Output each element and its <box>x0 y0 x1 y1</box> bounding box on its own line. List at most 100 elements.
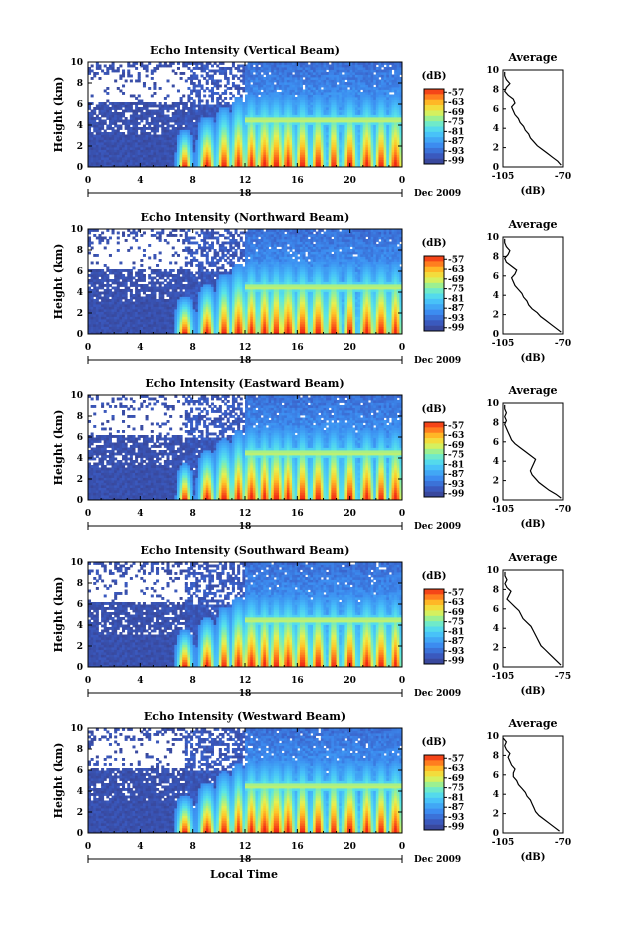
profile-x-tick-label: -75 <box>555 672 571 682</box>
colorbar: (dB)-57-63-69-75-81-87-93-99 <box>422 404 465 500</box>
day-label: 18 <box>239 356 252 366</box>
profile-y-tick-label: 2 <box>493 810 499 820</box>
profile-line <box>503 738 560 831</box>
profile-y-tick-label: 8 <box>493 252 499 262</box>
colorbar-tick-label: -87 <box>448 637 464 647</box>
y-tick-label: 4 <box>77 288 83 298</box>
profile-y-tick-label: 6 <box>493 105 499 115</box>
date-line: 18 Dec 2009 <box>88 189 461 199</box>
colorbar-tick-label: -99 <box>448 157 464 167</box>
x-tick-label: 4 <box>137 676 143 686</box>
profile-x-label: (dB) <box>521 186 546 197</box>
local-time-xlabel: Local Time <box>210 868 278 881</box>
y-tick-label: 10 <box>70 58 83 68</box>
profile-y-tick-label: 4 <box>493 291 499 301</box>
x-tick-label: 4 <box>137 176 143 186</box>
y-axis-label: Height (km) <box>52 244 65 320</box>
panel-1: Echo Intensity (Vertical Beam)0 4 8 12 16 20 0… <box>52 44 571 199</box>
x-tick-label: 12 <box>239 842 252 852</box>
colorbar-tick-label: -99 <box>448 657 464 667</box>
y-tick-label: 6 <box>77 100 83 110</box>
profile-y-tick-label: 2 <box>493 477 499 487</box>
colorbar-tick-label: -57 <box>448 754 464 764</box>
colorbar-tick-label: -99 <box>448 823 464 833</box>
profile-y-tick-label: 6 <box>493 771 499 781</box>
profile-y-tick-label: 8 <box>493 85 499 95</box>
profile-y-tick-label: 10 <box>486 233 499 243</box>
x-tick-label: 0 <box>399 676 405 686</box>
profile-y-tick-label: 2 <box>493 644 499 654</box>
profile-title: Average <box>507 384 557 397</box>
x-tick-label: 8 <box>190 842 196 852</box>
profile-line <box>505 72 562 165</box>
panel-2: Echo Intensity (Northward Beam)0 4 8 12 16 20… <box>52 211 571 366</box>
x-tick-label: 16 <box>291 842 304 852</box>
y-tick-label: 8 <box>77 246 83 256</box>
day-label: 18 <box>239 855 252 865</box>
panel-title: Echo Intensity (Westward Beam) <box>144 710 346 723</box>
heatmap-cells <box>88 728 402 833</box>
y-tick-label: 6 <box>77 267 83 277</box>
colorbar-tick-label: -63 <box>448 265 464 275</box>
x-tick-label: 12 <box>239 176 252 186</box>
x-tick-label: 0 <box>85 343 91 353</box>
profile-title: Average <box>507 551 557 564</box>
x-tick-label: 20 <box>343 842 356 852</box>
profile-line <box>505 572 561 665</box>
profile-line <box>505 405 562 498</box>
colorbar-tick-label: -93 <box>448 147 464 157</box>
colorbar-label: (dB) <box>422 737 447 748</box>
colorbar-tick-label: -75 <box>448 451 464 461</box>
profile-title: Average <box>507 51 557 64</box>
colorbar-tick-label: -81 <box>448 460 464 470</box>
y-tick-label: 8 <box>77 579 83 589</box>
x-tick-label: 12 <box>239 676 252 686</box>
colorbar-tick-label: -69 <box>448 108 464 118</box>
y-tick-label: 0 <box>77 163 83 173</box>
heatmap-cells <box>88 229 402 334</box>
heatmap-cells <box>88 562 402 667</box>
y-tick-label: 2 <box>77 309 83 319</box>
date-label: Dec 2009 <box>414 855 461 865</box>
colorbar-tick-label: -75 <box>448 618 464 628</box>
profile-y-tick-label: 4 <box>493 790 499 800</box>
y-tick-label: 4 <box>77 621 83 631</box>
x-tick-label: 0 <box>85 676 91 686</box>
panel-3: Echo Intensity (Eastward Beam)0 4 8 12 16 20 0… <box>52 377 571 532</box>
colorbar-tick-label: -69 <box>448 441 464 451</box>
profile-frame <box>503 403 563 500</box>
colorbar-tick-label: -93 <box>448 647 464 657</box>
x-tick-label: 8 <box>190 176 196 186</box>
day-label: 18 <box>239 522 252 532</box>
x-tick-label: 16 <box>291 509 304 519</box>
x-tick-label: 0 <box>85 176 91 186</box>
y-axis-label: Height (km) <box>52 77 65 153</box>
colorbar-tick-label: -99 <box>448 490 464 500</box>
profile-y-tick-label: 2 <box>493 144 499 154</box>
profile-x-tick-label: -70 <box>555 505 571 515</box>
profile-x-tick-label: -105 <box>492 339 515 349</box>
colorbar-tick-label: -57 <box>448 88 464 98</box>
x-tick-label: 16 <box>291 343 304 353</box>
colorbar-tick-label: -87 <box>448 304 464 314</box>
day-label: 18 <box>239 189 252 199</box>
x-tick-label: 8 <box>190 676 196 686</box>
profile-y-tick-label: 8 <box>493 418 499 428</box>
colorbar-tick-label: -57 <box>448 421 464 431</box>
x-tick-label: 4 <box>137 343 143 353</box>
profile-x-tick-label: -105 <box>492 838 515 848</box>
profile-y-tick-label: 2 <box>493 311 499 321</box>
x-tick-label: 0 <box>399 343 405 353</box>
colorbar-tick-label: -69 <box>448 275 464 285</box>
colorbar-tick-label: -63 <box>448 598 464 608</box>
x-tick-label: 4 <box>137 842 143 852</box>
profile-x-tick-label: -70 <box>555 172 571 182</box>
profile-y-tick-label: 6 <box>493 272 499 282</box>
profile-y-tick-label: 4 <box>493 124 499 134</box>
x-tick-label: 0 <box>85 842 91 852</box>
x-tick-label: 20 <box>343 176 356 186</box>
colorbar-tick-label: -93 <box>448 314 464 324</box>
panel-5: Echo Intensity (Westward Beam)0 4 8 12 16 20 0… <box>52 710 571 865</box>
